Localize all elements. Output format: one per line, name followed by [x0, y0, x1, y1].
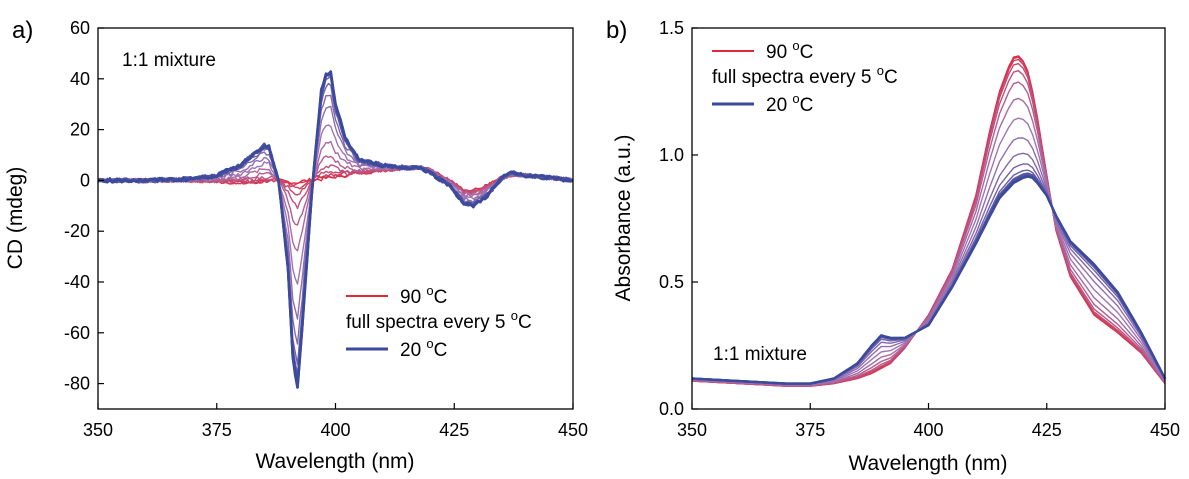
panel-a-y-axis-title: CD (mdeg)	[4, 167, 27, 270]
y-tick-label: -60	[64, 323, 90, 343]
y-tick-label: -20	[64, 221, 90, 241]
x-tick-label: 425	[1032, 420, 1062, 440]
spectrum-series-line	[691, 56, 1166, 387]
spectrum-series-line	[691, 70, 1166, 387]
x-tick-label: 375	[795, 420, 825, 440]
legend-label-step: full spectra every 5 oC	[712, 63, 898, 88]
absorbance-series-group	[691, 55, 1167, 387]
panel-b-annotation: 1:1 mixture	[713, 344, 807, 365]
cd-series-group	[97, 70, 574, 389]
panel-a-legend: 90 oC full spectra every 5 oC 20 oC	[346, 283, 532, 361]
x-tick-label: 450	[1150, 420, 1180, 440]
panel-a-x-ticks: 350 375 400 425 450	[83, 403, 588, 440]
y-tick-label: 0	[80, 170, 90, 190]
y-tick-label: 0.5	[659, 272, 684, 292]
y-tick-label: 1.5	[659, 18, 684, 38]
x-tick-label: 350	[677, 420, 707, 440]
legend-label-20c: 20 oC	[766, 91, 813, 116]
panel-a-cd-spectra: a) 350 375 400 425 450 60 40 20 0 -20 -40 -60 -80 W…	[4, 17, 588, 473]
spectrum-series-line	[691, 55, 1166, 387]
spectrum-series-line	[97, 94, 574, 345]
spectrum-series-line	[97, 164, 574, 210]
panel-b-absorbance-spectra: b) 350 375 400 425 450 0.0 0.5 1.0 1.5 Waveleng…	[606, 17, 1180, 475]
panel-a-annotation: 1:1 mixture	[122, 50, 216, 71]
spectrum-series-line	[691, 175, 1167, 385]
y-tick-label: 0.0	[659, 399, 684, 419]
spectrum-series-line	[97, 140, 574, 252]
y-tick-label: 60	[70, 18, 90, 38]
panel-a-x-axis-title: Wavelength (nm)	[255, 450, 414, 473]
legend-label-20c: 20 oC	[400, 336, 447, 361]
spectrum-series-line	[97, 124, 574, 285]
panel-b-label: b)	[606, 17, 627, 44]
y-tick-label: 20	[70, 120, 90, 140]
panel-b-legend: 90 oC full spectra every 5 oC 20 oC	[712, 38, 898, 116]
y-tick-label: -80	[64, 374, 90, 394]
x-tick-label: 450	[558, 420, 588, 440]
spectrum-series-line	[691, 62, 1166, 387]
y-tick-label: 1.0	[659, 145, 684, 165]
panel-b-y-ticks: 0.0 0.5 1.0 1.5	[659, 18, 698, 419]
legend-label-step: full spectra every 5 oC	[346, 308, 532, 333]
panel-a-plot-frame	[97, 27, 574, 410]
legend-label-90c: 90 oC	[766, 38, 813, 63]
legend-label-90c: 90 oC	[400, 283, 447, 308]
y-tick-label: 40	[70, 69, 90, 89]
x-tick-label: 350	[83, 420, 113, 440]
spectrum-series-line	[691, 58, 1166, 387]
spectrum-series-line	[691, 81, 1166, 387]
panel-b-y-axis-title: Absorbance (a.u.)	[612, 135, 635, 302]
x-tick-label: 425	[439, 420, 469, 440]
x-tick-label: 400	[913, 420, 943, 440]
spectrum-series-line	[97, 70, 574, 389]
x-tick-label: 400	[320, 420, 350, 440]
x-tick-label: 375	[202, 420, 232, 440]
y-tick-label: -40	[64, 272, 90, 292]
panel-b-x-axis-title: Wavelength (nm)	[848, 452, 1007, 475]
panel-b-x-ticks: 350 375 400 425 450	[677, 403, 1180, 440]
spectrum-series-line	[691, 97, 1166, 386]
panel-a-y-ticks: 60 40 20 0 -20 -40 -60 -80	[64, 18, 104, 394]
panel-a-label: a)	[12, 17, 33, 44]
